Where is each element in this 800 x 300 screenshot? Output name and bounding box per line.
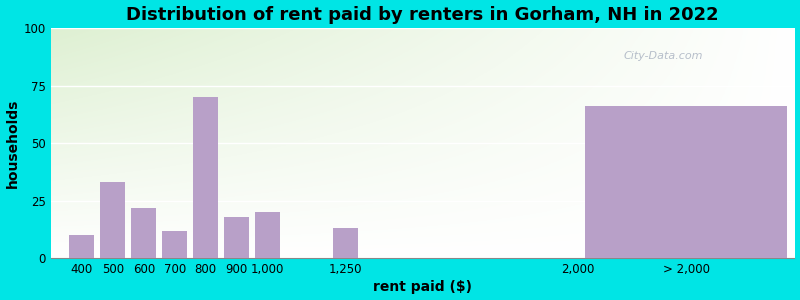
X-axis label: rent paid ($): rent paid ($): [373, 280, 472, 294]
Y-axis label: households: households: [6, 98, 19, 188]
Bar: [586, 106, 786, 258]
Bar: [333, 228, 358, 258]
Bar: [255, 212, 280, 258]
Bar: [70, 236, 94, 258]
Bar: [101, 182, 125, 258]
Text: City-Data.com: City-Data.com: [623, 51, 703, 61]
Title: Distribution of rent paid by renters in Gorham, NH in 2022: Distribution of rent paid by renters in …: [126, 6, 719, 24]
Bar: [162, 231, 187, 258]
Bar: [224, 217, 249, 258]
Bar: [131, 208, 156, 258]
Bar: [194, 97, 218, 258]
